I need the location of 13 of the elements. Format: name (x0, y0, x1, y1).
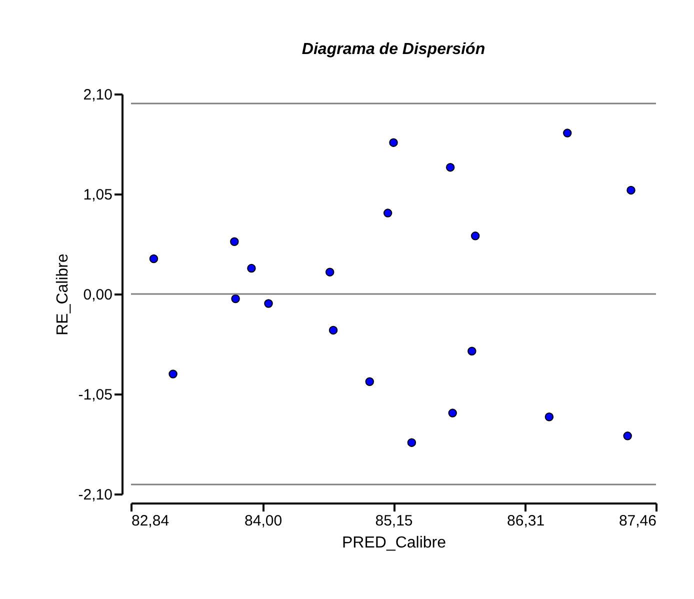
x-tick-label: 85,15 (375, 512, 413, 530)
y-tick-label: -2,10 (78, 486, 112, 504)
x-tick-label: 84,00 (244, 512, 282, 530)
y-tick-label: 0,00 (83, 286, 112, 304)
chart-title: Diagrama de Dispersión (302, 41, 486, 58)
y-tick-label: 2,10 (83, 86, 112, 104)
x-tick-label: 86,31 (507, 512, 545, 530)
x-tick-label: 87,46 (618, 512, 656, 530)
x-tick-label: 82,84 (132, 512, 170, 530)
y-axis-title: RE_Calibre (54, 253, 72, 336)
x-axis-title: PRED_Calibre (342, 534, 446, 552)
y-tick-label: -1,05 (78, 386, 112, 404)
y-tick-label: 1,05 (83, 186, 112, 204)
